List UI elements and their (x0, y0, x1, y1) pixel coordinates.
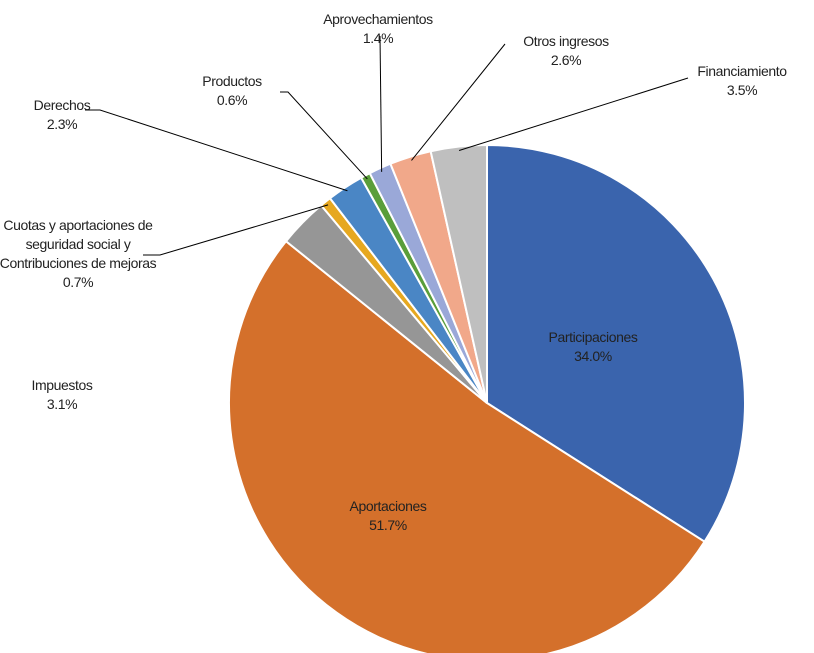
slice-label: Otros ingresos 2.6% (496, 32, 636, 70)
category-label: Financiamiento (697, 63, 787, 79)
slice-label: Cuotas y aportaciones de seguridad socia… (0, 216, 158, 292)
category-label: Otros ingresos (523, 33, 609, 49)
category-label: Cuotas y aportaciones de seguridad socia… (0, 217, 157, 271)
value-label: 2.3% (46, 116, 78, 132)
value-label: 0.6% (216, 92, 248, 108)
slice-label: Financiamiento 3.5% (672, 62, 812, 100)
pie-slice (429, 143, 488, 404)
slice-label: Productos 0.6% (182, 72, 282, 110)
leader-line (143, 204, 329, 256)
value-label: 0.7% (62, 274, 94, 290)
value-label: 3.5% (726, 82, 758, 98)
value-label: 3.1% (46, 396, 78, 412)
slice-label: Participaciones 34.0% (523, 328, 663, 366)
slice-label: Derechos 2.3% (12, 96, 112, 134)
value-label: 1.4% (362, 30, 394, 46)
category-label: Aportaciones (349, 498, 427, 514)
category-label: Derechos (33, 97, 91, 113)
leader-line (458, 77, 689, 152)
value-label: 51.7% (369, 517, 407, 533)
leader-line (379, 35, 383, 172)
pie-slice (486, 143, 746, 544)
category-label: Impuestos (31, 377, 93, 393)
leader-line (85, 109, 348, 192)
category-label: Participaciones (548, 329, 638, 345)
value-label: 34.0% (574, 348, 612, 364)
slice-label: Aportaciones 51.7% (318, 497, 458, 535)
pie-slice (228, 239, 706, 653)
value-label: 2.6% (550, 52, 582, 68)
leader-line (411, 43, 506, 161)
slice-label: Aprovechamientos 1.4% (298, 10, 458, 48)
slice-label: Impuestos 3.1% (12, 376, 112, 414)
category-label: Productos (202, 73, 262, 89)
category-label: Aprovechamientos (323, 11, 433, 27)
leader-line (280, 91, 368, 180)
